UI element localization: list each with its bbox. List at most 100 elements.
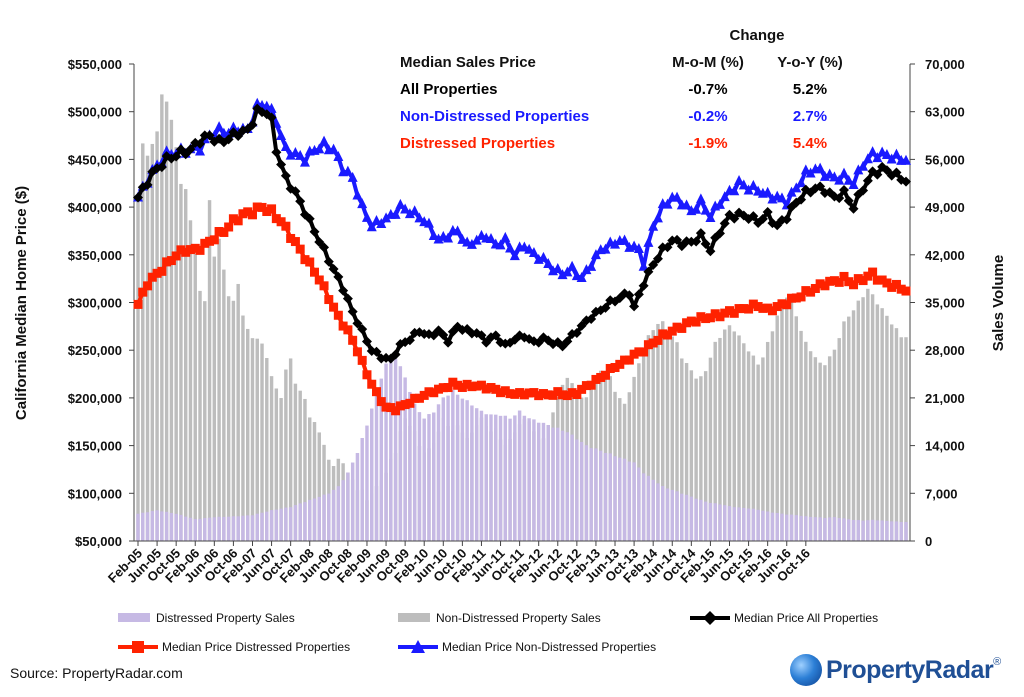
point-median-price-non-distressed-properties — [762, 186, 773, 197]
point-median-price-non-distressed-properties — [366, 221, 377, 232]
point-median-price-all-properties — [691, 236, 702, 247]
bar-distressed-sales — [765, 511, 770, 541]
bar-nondistressed-sales — [675, 342, 679, 541]
point-median-price-non-distressed-properties — [872, 152, 883, 163]
bar-distressed-sales — [517, 410, 522, 541]
bar-distressed-sales — [699, 499, 703, 541]
left-tick-label: $550,000 — [68, 57, 122, 72]
bar-nondistressed-sales — [661, 321, 665, 541]
point-median-price-distressed-properties — [534, 391, 544, 401]
bar-distressed-sales — [804, 516, 808, 541]
bar-nondistressed-sales — [889, 324, 894, 541]
bar-distressed-sales — [675, 491, 679, 541]
point-median-price-all-properties — [266, 112, 277, 123]
point-median-price-all-properties — [223, 134, 234, 145]
bar-distressed-sales — [422, 418, 426, 541]
bar-distressed-sales — [169, 512, 174, 541]
bar-distressed-sales — [508, 418, 512, 541]
point-median-price-distressed-properties — [748, 299, 758, 309]
bar-nondistressed-sales — [727, 325, 732, 541]
bar-distressed-sales — [598, 450, 603, 541]
bar-nondistressed-sales — [818, 362, 822, 541]
bar-distressed-sales — [761, 510, 765, 541]
bar-nondistressed-sales — [680, 358, 684, 541]
point-median-price-distressed-properties — [267, 204, 277, 214]
point-median-price-distressed-properties — [467, 382, 477, 392]
bar-nondistressed-sales — [670, 336, 674, 541]
right-tick-label: 28,000 — [925, 343, 965, 358]
point-median-price-non-distressed-properties — [576, 271, 587, 282]
point-median-price-non-distressed-properties — [328, 143, 339, 154]
point-median-price-non-distressed-properties — [638, 260, 649, 271]
point-median-price-non-distressed-properties — [867, 146, 878, 157]
legend-swatch-nondistressed-sales — [398, 613, 430, 622]
bar-nondistressed-sales — [293, 383, 298, 541]
bar-distressed-sales — [851, 519, 856, 541]
point-median-price-distressed-properties — [610, 363, 620, 373]
point-median-price-non-distressed-properties — [524, 243, 535, 254]
point-median-price-distressed-properties — [820, 281, 830, 291]
point-median-price-distressed-properties — [558, 390, 568, 400]
point-median-price-all-properties — [838, 184, 849, 195]
point-median-price-all-properties — [719, 218, 730, 229]
bar-nondistressed-sales — [861, 297, 865, 541]
point-median-price-non-distressed-properties — [700, 204, 711, 215]
point-median-price-distressed-properties — [295, 244, 305, 254]
point-median-price-all-properties — [338, 285, 349, 296]
bar-distressed-sales — [226, 516, 231, 541]
point-median-price-all-properties — [772, 220, 783, 231]
left-tick-label: $400,000 — [68, 200, 122, 215]
point-median-price-all-properties — [700, 238, 711, 249]
bar-nondistressed-sales — [646, 335, 651, 541]
point-median-price-distressed-properties — [166, 256, 176, 266]
bar-distressed-sales — [641, 473, 646, 541]
point-median-price-distressed-properties — [147, 272, 157, 282]
point-median-price-non-distressed-properties — [748, 179, 759, 190]
bar-distressed-sales — [770, 512, 775, 541]
point-median-price-all-properties — [481, 337, 492, 348]
bar-distressed-sales — [813, 517, 818, 541]
point-median-price-distressed-properties — [581, 381, 591, 391]
bar-nondistressed-sales — [279, 398, 283, 541]
bar-nondistressed-sales — [288, 358, 293, 541]
bar-nondistressed-sales — [231, 300, 236, 541]
bar-distressed-sales — [317, 496, 321, 541]
point-median-price-all-properties — [319, 242, 330, 253]
legend-label-distressed-sales: Distressed Property Sales — [156, 611, 295, 625]
bar-distressed-sales — [618, 457, 622, 541]
point-median-price-non-distressed-properties — [214, 121, 225, 132]
point-median-price-distressed-properties — [391, 406, 401, 416]
right-tick-label: 42,000 — [925, 248, 965, 263]
legend-marker-distressed — [132, 641, 144, 653]
point-median-price-distressed-properties — [825, 276, 835, 286]
row-distressed-mom: -1.9% — [688, 135, 727, 152]
bar-nondistressed-sales — [265, 357, 269, 541]
point-median-price-distressed-properties — [863, 271, 873, 281]
point-median-price-distressed-properties — [195, 245, 205, 255]
distressed-sales-bars — [136, 358, 908, 541]
left-tick-label: $300,000 — [68, 296, 122, 311]
point-median-price-non-distressed-properties — [485, 233, 496, 244]
bar-nondistressed-sales — [808, 351, 813, 541]
bar-distressed-sales — [546, 425, 550, 541]
point-median-price-distressed-properties — [438, 383, 448, 393]
bar-distressed-sales — [231, 516, 236, 541]
bar-nondistressed-sales — [885, 315, 889, 541]
point-median-price-non-distressed-properties — [195, 145, 206, 156]
point-median-price-all-properties — [891, 167, 902, 178]
point-median-price-all-properties — [576, 320, 587, 331]
bar-distressed-sales — [513, 415, 517, 541]
bar-distressed-sales — [174, 513, 178, 541]
bar-distressed-sales — [260, 512, 264, 541]
bar-distressed-sales — [355, 453, 360, 541]
point-median-price-distressed-properties — [262, 207, 272, 217]
bar-nondistressed-sales — [284, 369, 288, 541]
point-median-price-non-distressed-properties — [347, 171, 358, 182]
bar-nondistressed-sales — [804, 341, 808, 541]
source-note: Source: PropertyRadar.com — [10, 665, 183, 681]
point-median-price-all-properties — [762, 207, 773, 218]
bar-nondistressed-sales — [303, 398, 307, 541]
point-median-price-distressed-properties — [343, 325, 353, 335]
point-median-price-distressed-properties — [205, 236, 215, 246]
point-median-price-distressed-properties — [500, 386, 510, 396]
